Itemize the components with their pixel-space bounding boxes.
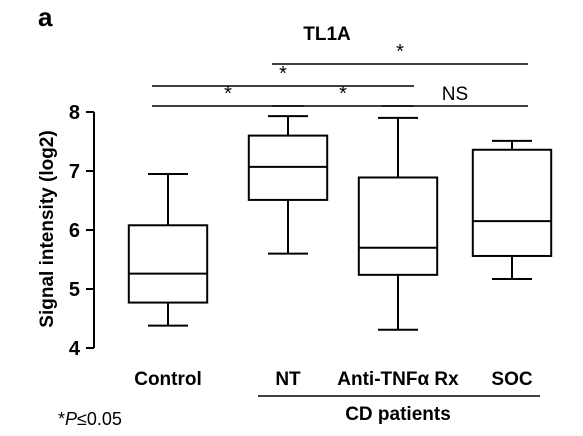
iqr-box <box>127 224 209 304</box>
box-soc <box>471 139 553 280</box>
bracket-label: * <box>339 83 347 105</box>
y-tick-label: 8 <box>69 102 80 124</box>
y-tick-label: 7 <box>69 161 80 183</box>
footnote: *P≤0.05 <box>58 409 122 429</box>
x-tick-label: NT <box>275 369 301 390</box>
boxes <box>127 115 553 331</box>
significance-brackets: * * NS * * <box>152 41 528 107</box>
box-nt <box>247 115 329 255</box>
y-tick-label: 6 <box>69 220 80 242</box>
iqr-box <box>471 148 553 257</box>
x-tick-label: SOC <box>491 369 532 390</box>
footnote-star: * <box>58 409 65 429</box>
panel-label: a <box>38 2 53 32</box>
box-control <box>127 172 209 327</box>
bracket-label: * <box>279 63 287 85</box>
chart-title: TL1A <box>303 24 351 45</box>
bracket-control-anti-tnf-rx: * <box>152 63 414 87</box>
footnote-condition: ≤0.05 <box>77 409 122 429</box>
box-anti-tnf-rx <box>357 116 439 331</box>
bracket-nt-soc: * <box>272 41 528 65</box>
y-axis: 4 5 6 7 8 <box>69 102 95 360</box>
y-ticks: 4 5 6 7 8 <box>69 102 94 360</box>
y-tick-label: 5 <box>69 279 80 301</box>
x-tick-label: Anti-TNFα Rx <box>337 369 459 390</box>
x-tick-label: Control <box>134 369 202 390</box>
x-tick-labels: Control NT Anti-TNFα Rx SOC <box>134 369 533 390</box>
footnote-p: P <box>65 409 77 429</box>
bracket-label: NS <box>442 84 468 105</box>
group-label: CD patients <box>345 404 451 425</box>
y-tick-label: 4 <box>69 338 81 360</box>
bracket-label: * <box>396 41 404 63</box>
iqr-box <box>357 176 439 276</box>
y-axis-label: Signal intensity (log2) <box>37 130 58 327</box>
bracket-anti-tnf-rx-soc: NS <box>382 84 528 107</box>
bracket-label: * <box>224 83 232 105</box>
